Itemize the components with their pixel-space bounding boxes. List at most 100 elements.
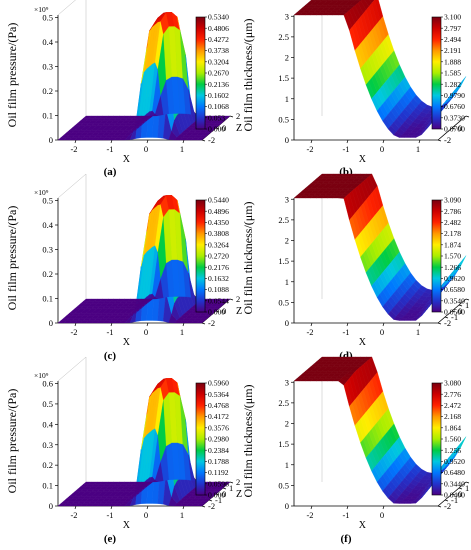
z-tick-label: 0.1 bbox=[42, 111, 53, 121]
depth-axis-label: Z bbox=[236, 123, 242, 134]
colorbar-label: 0.000 bbox=[208, 491, 225, 500]
depth-tick-mark bbox=[229, 298, 234, 301]
z-tick-label: 0 bbox=[49, 135, 53, 145]
depth-tick-mark bbox=[215, 310, 220, 313]
depth-tick-mark bbox=[465, 115, 470, 118]
depth-tick-label: 1 bbox=[229, 483, 233, 493]
colorbar-label: 0.1192 bbox=[208, 468, 229, 477]
colorbar-label: 2.168 bbox=[444, 412, 461, 421]
depth-tick-mark bbox=[465, 481, 470, 484]
colorbar-label: 0.4272 bbox=[208, 35, 229, 44]
colorbar-label: 3.080 bbox=[444, 379, 461, 388]
depth-tick-mark bbox=[444, 499, 449, 502]
colorbar-label: 0.5340 bbox=[208, 13, 229, 22]
z-tick-label: 1.5 bbox=[278, 256, 289, 266]
x-tick-label: -1 bbox=[106, 510, 113, 520]
depth-tick-mark bbox=[437, 505, 442, 508]
depth-tick-label: -2 bbox=[208, 135, 215, 145]
colorbar-label: 0.6760 bbox=[444, 102, 465, 111]
depth-tick-label: -1 bbox=[451, 495, 458, 505]
depth-tick-mark bbox=[437, 139, 442, 142]
colorbar-label: 0.4768 bbox=[208, 401, 229, 410]
z-axis-label: Oil film thickness/(μm) bbox=[241, 201, 255, 314]
depth-tick-mark bbox=[465, 298, 470, 301]
depth-axis-label: Z bbox=[236, 306, 242, 317]
z-tick-label: 2 bbox=[285, 53, 289, 63]
z-axis-label: Oil film thickness/(μm) bbox=[241, 18, 255, 131]
colorbar-label: 0.0544 bbox=[208, 296, 229, 305]
x-tick-mark bbox=[182, 322, 185, 327]
depth-tick-label: 0 bbox=[458, 306, 462, 316]
depth-tick-mark bbox=[451, 127, 456, 130]
z-tick-label: 0.4 bbox=[42, 419, 53, 429]
x-tick-mark bbox=[310, 322, 313, 327]
colorbar bbox=[431, 16, 442, 130]
colorbar-label: 0.6580 bbox=[444, 285, 465, 294]
colorbar-label: 1.256 bbox=[444, 446, 461, 455]
x-tick-mark bbox=[182, 139, 185, 144]
colorbar-label: 1.864 bbox=[444, 423, 461, 432]
depth-tick-mark bbox=[458, 487, 463, 490]
axis-frame-back bbox=[57, 356, 87, 482]
z-tick-label: 2.5 bbox=[278, 32, 289, 42]
colorbar-label: 0.000 bbox=[208, 308, 225, 317]
z-tick-label: 0.3 bbox=[42, 62, 53, 72]
colorbar-label: 0.3540 bbox=[444, 296, 465, 305]
colorbar-label: 0.2670 bbox=[208, 69, 229, 78]
x-tick-mark bbox=[346, 505, 349, 510]
colorbar-label: 1.282 bbox=[444, 80, 461, 89]
z-tick-label: 0.5 bbox=[42, 13, 53, 23]
depth-tick-label: 0 bbox=[458, 489, 462, 499]
x-tick-mark bbox=[310, 505, 313, 510]
colorbar-label: 1.585 bbox=[444, 69, 461, 78]
surface-mesh bbox=[57, 377, 231, 507]
z-tick-label: 0.3 bbox=[42, 440, 53, 450]
x-tick-label: -1 bbox=[106, 144, 113, 154]
colorbar-label: 2.797 bbox=[444, 24, 461, 33]
x-tick-mark bbox=[74, 505, 77, 510]
depth-tick-label: 2 bbox=[236, 111, 240, 121]
colorbar-label: 2.776 bbox=[444, 390, 461, 399]
x-tick-label: 1 bbox=[416, 327, 420, 337]
x-axis-label: X bbox=[359, 337, 367, 348]
colorbar-label: 1.570 bbox=[444, 252, 461, 261]
panel-caption: (c) bbox=[104, 350, 117, 362]
colorbar-label: 0.1088 bbox=[208, 285, 229, 294]
colorbar bbox=[195, 199, 206, 313]
colorbar-label: 2.786 bbox=[444, 207, 461, 216]
colorbar-label: 0.0596 bbox=[208, 479, 229, 488]
z-tick-label: 1 bbox=[285, 94, 289, 104]
z-tick-label: 3 bbox=[285, 194, 289, 204]
z-tick-label: 0.3 bbox=[42, 245, 53, 255]
colorbar-label: 0.4350 bbox=[208, 218, 229, 227]
x-tick-mark bbox=[346, 139, 349, 144]
z-tick-label: 0 bbox=[49, 318, 53, 328]
axis-frame-back bbox=[57, 0, 87, 116]
surface-patch bbox=[221, 298, 231, 302]
colorbar-label: 0.5440 bbox=[208, 196, 229, 205]
colorbar-label: 0.2720 bbox=[208, 252, 229, 261]
z-tick-label: 1.5 bbox=[278, 439, 289, 449]
z-tick-label: 0.5 bbox=[42, 196, 53, 206]
colorbar-label: 0.2980 bbox=[208, 435, 229, 444]
x-tick-label: -1 bbox=[342, 510, 349, 520]
x-tick-label: 0 bbox=[144, 327, 148, 337]
x-tick-mark bbox=[110, 139, 113, 144]
colorbar-label: 0.0400 bbox=[444, 491, 465, 500]
surface-mesh bbox=[293, 173, 467, 321]
depth-tick-label: 0 bbox=[458, 123, 462, 133]
colorbar-label: 0.3808 bbox=[208, 229, 229, 238]
x-tick-label: 1 bbox=[180, 327, 184, 337]
z-tick-label: 0.4 bbox=[42, 220, 53, 230]
z-axis-label: Oil film pressure/(Pa) bbox=[5, 23, 19, 128]
depth-tick-label: 0 bbox=[222, 306, 226, 316]
z-tick-label: 2.5 bbox=[278, 398, 289, 408]
colorbar-label: 0.2384 bbox=[208, 446, 229, 455]
depth-tick-label: -1 bbox=[215, 495, 222, 505]
z-multiplier: ×10⁹ bbox=[34, 188, 49, 197]
x-tick-label: 1 bbox=[416, 144, 420, 154]
z-tick-label: 0.2 bbox=[42, 86, 53, 96]
surface-patch bbox=[457, 436, 467, 452]
